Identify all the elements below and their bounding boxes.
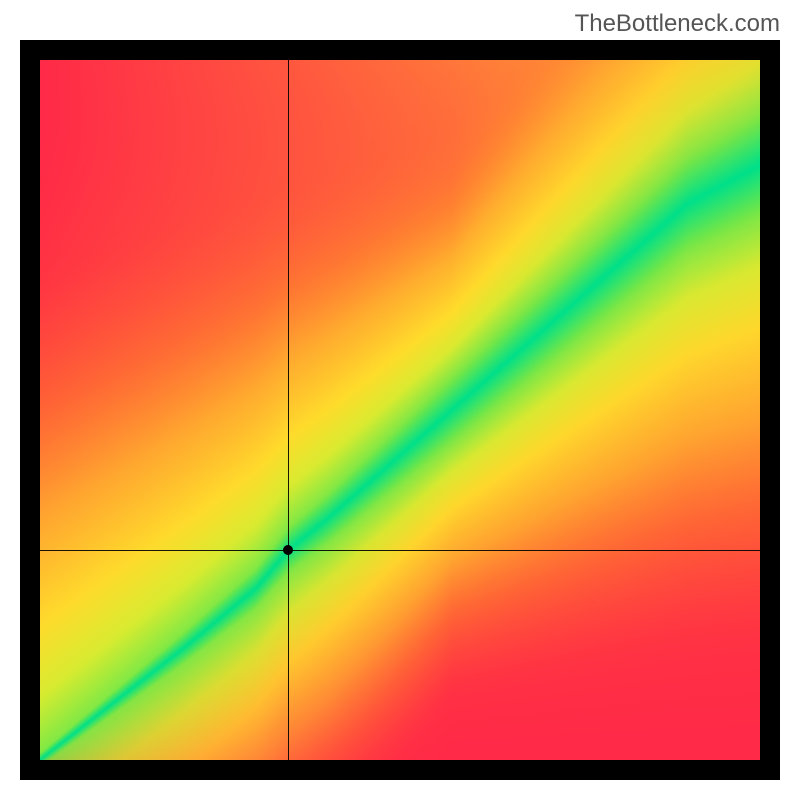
crosshair-marker — [283, 545, 293, 555]
watermark-text: TheBottleneck.com — [575, 10, 780, 38]
heatmap-canvas — [40, 60, 760, 760]
crosshair-horizontal — [40, 550, 760, 551]
chart-frame — [20, 40, 780, 780]
heatmap-plot — [40, 60, 760, 760]
crosshair-vertical — [288, 60, 289, 760]
